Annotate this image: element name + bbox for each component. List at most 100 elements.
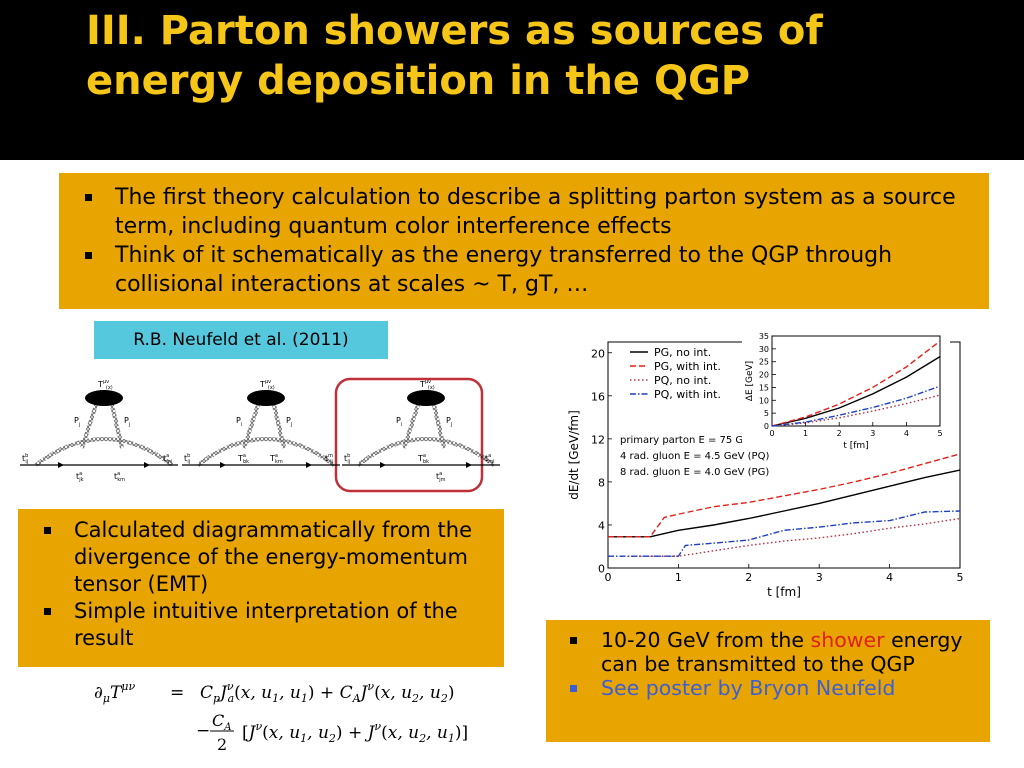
inset-ytick-label: 30 (759, 345, 769, 354)
main-ytick-label: 4 (598, 519, 605, 532)
left-explanation-box: Calculated diagrammatically from the div… (18, 509, 504, 667)
legend-entry: PG, with int. (654, 360, 721, 373)
arrow-icon (380, 462, 386, 468)
color-factor-bottom-left: ta jk (76, 471, 84, 483)
chart-annotation: primary parton E = 75 GeV (620, 435, 756, 446)
inset-ytick-label: 0 (764, 422, 769, 431)
left-bullet-2: Simple intuitive interpretation of the r… (18, 598, 504, 652)
momentum-label-left: Pi (396, 416, 402, 428)
top-summary-box: The first theory calculation to describe… (59, 173, 989, 309)
emt-vertex-label: Tμν (x) (97, 379, 113, 391)
top-bullet-2: Think of it schematically as the energy … (59, 241, 989, 299)
equation-lhs: ∂μTμν (94, 680, 135, 705)
inset-ytick-label: 35 (759, 332, 769, 341)
right-result-box: 10-20 GeV from the shower energy can be … (546, 620, 990, 742)
inset-xtick-label: 3 (870, 429, 875, 438)
main-series-1 (608, 469, 961, 538)
highlight-frame (334, 377, 484, 493)
color-factor-bottom-right: ta jm (436, 471, 446, 483)
inset-xtick-label: 5 (937, 429, 942, 438)
emt-vertex-label: Tμν (x) (419, 379, 435, 391)
gluon-arc (34, 437, 174, 467)
main-xtick-label: 0 (605, 571, 612, 584)
main-xtick-label: 1 (675, 571, 682, 584)
feynman-diagrams: Tμν (x) Pj Pj tb ij ta mi ta jk ta km Tμν (x) Pi Pj tb ij… (20, 377, 500, 493)
slide-title: III. Parton showers as sources of energy… (86, 6, 1006, 106)
left-bullet-2-text: Simple intuitive interpretation of the r… (74, 599, 458, 650)
chart-annotation: 4 rad. gluon E = 4.5 GeV (PQ) (620, 451, 769, 462)
square-bullet-icon (570, 637, 577, 644)
emt-vertex-blob (85, 390, 123, 406)
title-line-1: III. Parton showers as sources of (86, 8, 823, 54)
inset-ytick-label: 20 (759, 371, 769, 380)
inset-xtick-label: 2 (837, 429, 842, 438)
slide-content: The first theory calculation to describe… (0, 160, 1024, 768)
gluon-arc (196, 437, 336, 467)
left-bullet-1-text: Calculated diagrammatically from the div… (74, 518, 472, 596)
legend-entry: PQ, with int. (654, 388, 721, 401)
square-bullet-icon (44, 608, 51, 615)
color-factor-mid: Ta bk (417, 453, 429, 465)
equation-line-1: CpJν a(x, u1, u1) + CAJν(x, u2, u2) (200, 680, 454, 705)
square-bullet-icon (570, 685, 577, 692)
emt-vertex-blob (247, 390, 285, 406)
inset-frame (771, 335, 941, 427)
momentum-label-left: Pj (74, 416, 80, 428)
inset-xlabel: t [fm] (843, 441, 868, 451)
inset-series-4 (771, 385, 941, 427)
inset-xtick-label: 4 (904, 429, 909, 438)
arrow-icon (144, 462, 150, 468)
top-bullet-1-text: The first theory calculation to describe… (115, 185, 956, 239)
main-series-3 (608, 517, 961, 557)
momentum-label-right: Pj (286, 416, 292, 428)
color-factor-left: tb ij (184, 453, 190, 465)
main-xtick-label: 4 (886, 571, 893, 584)
equation-minus: − (196, 721, 210, 741)
inset-xtick-label: 1 (803, 429, 808, 438)
top-bullet-1: The first theory calculation to describe… (59, 183, 989, 241)
main-ytick-label: 0 (598, 563, 605, 576)
legend-entry: PG, no int. (654, 346, 711, 359)
gluon-arc (356, 437, 496, 467)
arrow-icon (466, 462, 472, 468)
color-factor-right: tm ji (325, 453, 333, 465)
square-bullet-icon (44, 527, 51, 534)
source-term-equation: ∂μTμν = CpJν a(x, u1, u1) + CAJν(x, u2, u… (94, 680, 468, 754)
legend-entry: PQ, no int. (654, 374, 711, 387)
chart-annotation: 8 rad. gluon E = 4.0 GeV (PG) (620, 467, 769, 478)
main-xlabel: t [fm] (767, 585, 801, 599)
inset-ytick-label: 25 (759, 358, 769, 367)
inset-ytick-label: 5 (764, 409, 769, 418)
emt-vertex-blob (407, 390, 445, 406)
color-factor-left: tb ij (344, 453, 350, 465)
top-bullet-2-text: Think of it schematically as the energy … (115, 243, 893, 297)
main-series-2 (608, 453, 961, 538)
main-ylabel: dE/dt [GeV/fm] (567, 410, 581, 500)
citation-box: R.B. Neufeld et al. (2011) (94, 321, 388, 359)
arrow-icon (220, 462, 226, 468)
right-bullet-1-highlight: shower (810, 628, 885, 652)
color-factor-mid-left: Ta bk (237, 453, 249, 465)
color-factor-right: ta mi (485, 453, 494, 465)
color-factor-mid-right: Ta km (269, 453, 283, 465)
main-ytick-label: 12 (591, 433, 605, 446)
equation-line-2: [Jν(x, u1, u2) + Jν(x, u2, u1)] (242, 720, 468, 745)
right-bullet-2: See poster by Bryon Neufeld (546, 676, 990, 700)
main-xtick-label: 5 (957, 571, 964, 584)
title-line-2: energy deposition in the QGP (86, 58, 751, 104)
main-ytick-label: 20 (591, 347, 605, 360)
inset-xtick-label: 0 (769, 429, 774, 438)
momentum-label-right: Pj (124, 416, 130, 428)
momentum-label-right: Pj (446, 416, 452, 428)
color-factor-right: ta mi (163, 453, 172, 465)
main-series-4 (608, 510, 961, 557)
main-xtick-label: 2 (745, 571, 752, 584)
inset-ytick-label: 15 (759, 383, 769, 392)
square-bullet-icon (85, 194, 92, 201)
arrow-icon (306, 462, 312, 468)
poster-link-text: See poster by Bryon Neufeld (601, 676, 896, 700)
inset-ytick-label: 10 (759, 396, 769, 405)
fraction-denominator: 2 (217, 735, 227, 754)
arrow-icon (58, 462, 64, 468)
